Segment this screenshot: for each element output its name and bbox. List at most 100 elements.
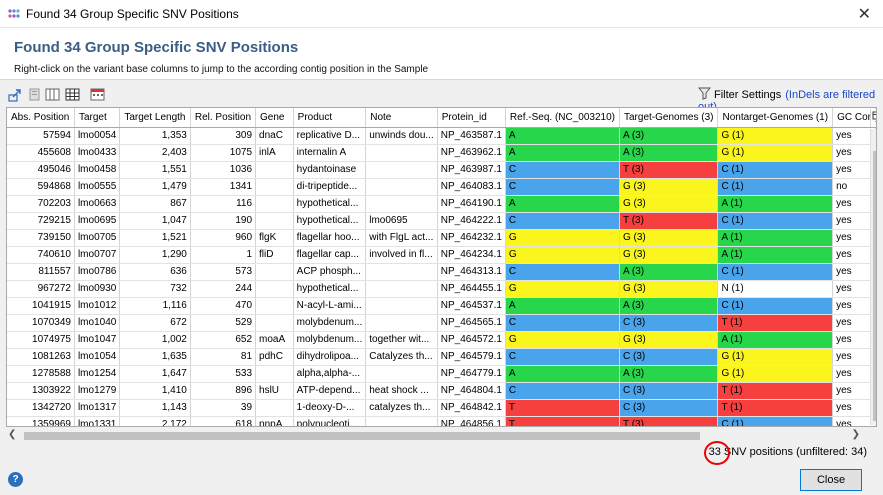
horizontal-scroll-thumb[interactable] — [24, 432, 700, 440]
horizontal-scrollbar[interactable]: ❮ ❯ — [6, 429, 862, 443]
cell-tgt[interactable]: G (3) — [619, 280, 719, 298]
cell-tgt[interactable]: T (3) — [619, 212, 719, 230]
cell-tgt[interactable]: G (3) — [619, 246, 719, 264]
cell-tgt[interactable]: G (3) — [619, 178, 719, 196]
grid-icon[interactable] — [65, 87, 80, 102]
cell-non[interactable]: C (1) — [717, 416, 834, 426]
table-row[interactable]: 1278588 lmo1254 1,647 533 alpha,alpha-... NP_… — [7, 365, 876, 383]
cell-ref[interactable]: T — [505, 416, 620, 426]
calendar-icon[interactable] — [90, 87, 105, 102]
cell-tgt[interactable]: T (3) — [619, 161, 719, 179]
cell-non[interactable]: A (1) — [717, 229, 834, 247]
cell-non[interactable]: C (1) — [717, 263, 834, 281]
copy-icon[interactable] — [27, 87, 42, 102]
table-row[interactable]: 702203 lmo0663 867 116 hypothetical... NP_464… — [7, 195, 876, 213]
cell-non[interactable]: C (1) — [717, 161, 834, 179]
cell-tgt[interactable]: C (3) — [619, 382, 719, 400]
cell-tgt[interactable]: A (3) — [619, 297, 719, 315]
table-row[interactable]: 1303922 lmo1279 1,410 896 hslU ATP-depend... h… — [7, 382, 876, 400]
export-icon[interactable] — [8, 87, 23, 102]
cell-ref[interactable]: A — [505, 195, 620, 213]
cell-ref[interactable]: A — [505, 365, 620, 383]
column-header-3[interactable]: Rel. Position — [190, 108, 257, 128]
column-header-0[interactable]: Abs. Position — [7, 108, 75, 128]
column-header-5[interactable]: Product — [293, 108, 367, 128]
cell-non[interactable]: G (1) — [717, 127, 834, 145]
cell-tgt[interactable]: C (3) — [619, 314, 719, 332]
cell-ref[interactable]: C — [505, 178, 620, 196]
table-row[interactable]: 1342720 lmo1317 1,143 39 1-deoxy-D-... cataly… — [7, 399, 876, 417]
table-row[interactable]: 1041915 lmo1012 1,116 470 N-acyl-L-ami... NP_… — [7, 297, 876, 315]
cell-non[interactable]: A (1) — [717, 331, 834, 349]
cell-ref[interactable]: C — [505, 161, 620, 179]
cell-ref[interactable]: C — [505, 212, 620, 230]
table-row[interactable]: 967272 lmo0930 732 244 hypothetical... NP_464… — [7, 280, 876, 298]
table-row[interactable]: 455608 lmo0433 2,403 1075 inlA internalin A NP… — [7, 144, 876, 162]
cell-ref[interactable]: C — [505, 348, 620, 366]
cell-non[interactable]: G (1) — [717, 348, 834, 366]
table-row[interactable]: 594868 lmo0555 1,479 1341 di-tripeptide... NP… — [7, 178, 876, 196]
column-header-1[interactable]: Target — [74, 108, 121, 128]
cell-non[interactable]: A (1) — [717, 195, 834, 213]
column-header-8[interactable]: Ref.-Seq. (NC_003210) — [505, 108, 620, 128]
table-row[interactable]: 729215 lmo0695 1,047 190 hypothetical... lmo0… — [7, 212, 876, 230]
close-button[interactable]: Close — [800, 469, 862, 491]
cell-non[interactable]: G (1) — [717, 144, 834, 162]
cell-ref[interactable]: G — [505, 331, 620, 349]
cell-tgt[interactable]: C (3) — [619, 348, 719, 366]
scroll-right-icon[interactable]: ❯ — [851, 429, 860, 440]
help-icon[interactable]: ? — [8, 472, 23, 487]
cell-non[interactable]: T (1) — [717, 314, 834, 332]
cell-ref[interactable]: C — [505, 382, 620, 400]
cell-ref[interactable]: A — [505, 144, 620, 162]
table-row[interactable]: 739150 lmo0705 1,521 960 flgK flagellar hoo..… — [7, 229, 876, 247]
cell-ref[interactable]: C — [505, 314, 620, 332]
table-row[interactable]: 740610 lmo0707 1,290 1 fliD flagellar cap... i… — [7, 246, 876, 264]
column-header-9[interactable]: Target-Genomes (3) — [619, 108, 719, 128]
table-row[interactable]: 57594 lmo0054 1,353 309 dnaC replicative D...… — [7, 127, 876, 145]
cell-tgt[interactable]: T (3) — [619, 416, 719, 426]
cell-ref[interactable]: T — [505, 399, 620, 417]
cell-tgt[interactable]: G (3) — [619, 195, 719, 213]
cell-non[interactable]: C (1) — [717, 297, 834, 315]
cell-non[interactable]: A (1) — [717, 246, 834, 264]
cell-tgt[interactable]: A (3) — [619, 263, 719, 281]
table-row[interactable]: 495046 lmo0458 1,551 1036 hydantoinase NP_463… — [7, 161, 876, 179]
scroll-left-icon[interactable]: ❮ — [8, 429, 17, 440]
cell-ref[interactable]: C — [505, 263, 620, 281]
cell-tgt[interactable]: A (3) — [619, 365, 719, 383]
filter-settings-button[interactable]: Filter Settings(InDels are filtered out) — [698, 87, 883, 113]
cell-ref[interactable]: G — [505, 229, 620, 247]
column-header-4[interactable]: Gene — [255, 108, 294, 128]
table-row[interactable]: 1081263 lmo1054 1,635 81 pdhC dihydrolipoa...… — [7, 348, 876, 366]
cell-non[interactable]: G (1) — [717, 365, 834, 383]
cell-tgt[interactable]: C (3) — [619, 399, 719, 417]
column-chooser-button[interactable] — [870, 109, 876, 127]
cell-non[interactable]: T (1) — [717, 382, 834, 400]
table-row[interactable]: 811557 lmo0786 636 573 ACP phosph... NP_46431… — [7, 263, 876, 281]
column-header-10[interactable]: Nontarget-Genomes (1) — [717, 108, 834, 128]
cell-non[interactable]: N (1) — [717, 280, 834, 298]
window-close-icon[interactable]: ✕ — [857, 6, 871, 23]
cell-ref[interactable]: A — [505, 127, 620, 145]
vertical-scroll-thumb[interactable] — [873, 151, 876, 421]
cell-non[interactable]: T (1) — [717, 399, 834, 417]
cell-ref[interactable]: A — [505, 297, 620, 315]
cell-gene — [255, 365, 294, 383]
cell-tgt[interactable]: A (3) — [619, 127, 719, 145]
column-header-2[interactable]: Target Length — [119, 108, 191, 128]
vertical-scrollbar[interactable] — [870, 129, 876, 425]
columns-icon[interactable] — [45, 87, 60, 102]
table-row[interactable]: 1074975 lmo1047 1,002 652 moaA molybdenum... t… — [7, 331, 876, 349]
cell-ref[interactable]: G — [505, 246, 620, 264]
cell-ref[interactable]: G — [505, 280, 620, 298]
cell-tgt[interactable]: A (3) — [619, 144, 719, 162]
table-row[interactable]: 1359969 lmo1331 2,172 618 pnpA polynucleoti..… — [7, 416, 876, 426]
cell-tgt[interactable]: G (3) — [619, 229, 719, 247]
cell-non[interactable]: C (1) — [717, 212, 834, 230]
table-row[interactable]: 1070349 lmo1040 672 529 molybdenum... NP_4645… — [7, 314, 876, 332]
cell-tgt[interactable]: G (3) — [619, 331, 719, 349]
column-header-6[interactable]: Note — [365, 108, 438, 128]
column-header-7[interactable]: Protein_id — [437, 108, 506, 128]
cell-non[interactable]: C (1) — [717, 178, 834, 196]
